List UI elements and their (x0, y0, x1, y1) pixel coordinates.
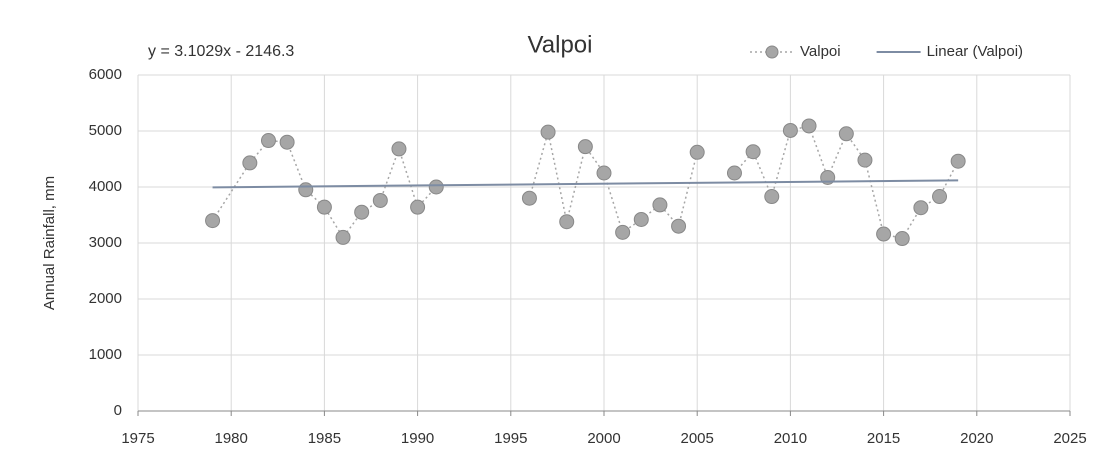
x-tick-label: 1995 (494, 430, 527, 447)
data-point (745, 144, 761, 160)
data-point (279, 134, 295, 150)
x-tick-label: 2000 (587, 430, 620, 447)
x-tick-label: 1985 (308, 430, 341, 447)
data-point (521, 190, 537, 206)
x-tick-label: 1990 (401, 430, 434, 447)
data-point (596, 165, 612, 181)
data-point (838, 126, 854, 142)
y-tick-label: 0 (114, 402, 122, 419)
x-tick-label: 2015 (867, 430, 900, 447)
y-tick-label: 2000 (89, 290, 122, 307)
data-point (316, 199, 332, 215)
legend-marker (765, 45, 779, 59)
data-point (372, 192, 388, 208)
data-point (410, 199, 426, 215)
x-tick-label: 2005 (681, 430, 714, 447)
x-tick-label: 2020 (960, 430, 993, 447)
data-point (577, 139, 593, 155)
legend-label: Valpoi (800, 43, 841, 60)
data-point (260, 133, 276, 149)
y-tick-label: 4000 (89, 178, 122, 195)
data-point (764, 189, 780, 205)
data-point (801, 118, 817, 134)
y-tick-label: 3000 (89, 234, 122, 251)
data-point (335, 229, 351, 245)
data-point (615, 224, 631, 240)
data-point (428, 179, 444, 195)
trend-equation: y = 3.1029x - 2146.3 (148, 43, 294, 60)
data-point (932, 189, 948, 205)
x-tick-label: 2010 (774, 430, 807, 447)
data-point (652, 197, 668, 213)
chart-title: Valpoi (528, 31, 593, 58)
data-point (894, 231, 910, 247)
x-tick-label: 1975 (121, 430, 154, 447)
data-point (205, 213, 221, 229)
y-axis-label: Annual Rainfall, mm (41, 176, 58, 310)
data-point (726, 165, 742, 181)
data-point (689, 144, 705, 160)
data-point (950, 153, 966, 169)
data-point (559, 214, 575, 230)
data-point (298, 182, 314, 198)
data-point (671, 218, 687, 234)
data-point (354, 204, 370, 220)
data-point (857, 152, 873, 168)
y-tick-label: 1000 (89, 346, 122, 363)
data-point (540, 124, 556, 140)
y-tick-label: 6000 (89, 66, 122, 83)
x-tick-label: 2025 (1053, 430, 1086, 447)
data-point (633, 211, 649, 227)
x-tick-label: 1980 (215, 430, 248, 447)
data-point (913, 200, 929, 216)
data-point (876, 226, 892, 242)
legend-label: Linear (Valpoi) (927, 43, 1023, 60)
data-point (782, 122, 798, 138)
trend-line (212, 179, 959, 189)
y-tick-label: 5000 (89, 122, 122, 139)
data-point (242, 155, 258, 171)
data-point (391, 141, 407, 157)
